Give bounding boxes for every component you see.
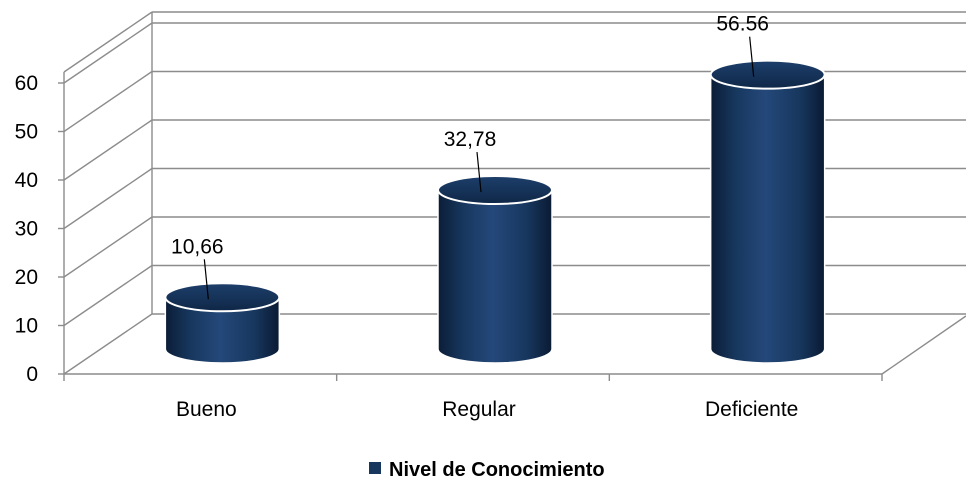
bar-top [709,59,826,90]
data-label: 32,78 [444,128,497,151]
data-label: 10,66 [171,235,224,258]
x-tick-label: Bueno [176,398,237,421]
legend: Nivel de Conocimiento [369,459,605,481]
bar-body [437,189,553,364]
gridline-diagonal [63,11,153,73]
gridline-diagonal [63,119,153,181]
gridline-diagonal [63,167,153,230]
gridlines [63,11,966,375]
y-tick-label: 10 [15,315,38,338]
data-label-leader [476,151,482,193]
bars [164,59,826,364]
gridline-diagonal [63,264,153,327]
axes [58,72,883,381]
y-tick-label: 30 [15,218,38,241]
y-tick-label: 20 [15,266,38,289]
x-tick-label: Regular [442,398,516,421]
labels: 0 10 20 30 40 50 60 10,66 Bueno 32,78 Regular 56.56… [15,13,799,421]
bar-bueno [164,282,281,364]
data-label-leader [203,259,209,300]
legend-swatch [369,462,381,474]
gridline-diagonal [63,216,153,278]
bar-body [164,296,281,364]
gridline-diagonal [63,313,153,375]
y-tick-label: 0 [26,363,38,386]
bar-deficiente [709,59,826,364]
bar-body [709,73,826,364]
data-label-leader [749,36,755,77]
y-tick-label: 50 [15,121,38,144]
gridline-diagonal [63,70,153,133]
bar-top [437,175,553,206]
floor-right-edge [881,315,966,375]
bar-regular [437,175,553,364]
y-tick-label: 40 [15,169,38,192]
legend-label: Nivel de Conocimiento [389,459,605,481]
x-tick-label: Deficiente [705,398,798,421]
gridline-diagonal [63,22,153,84]
y-tick-label: 60 [15,72,38,95]
data-label: 56.56 [716,13,769,36]
bar-top [164,282,281,313]
